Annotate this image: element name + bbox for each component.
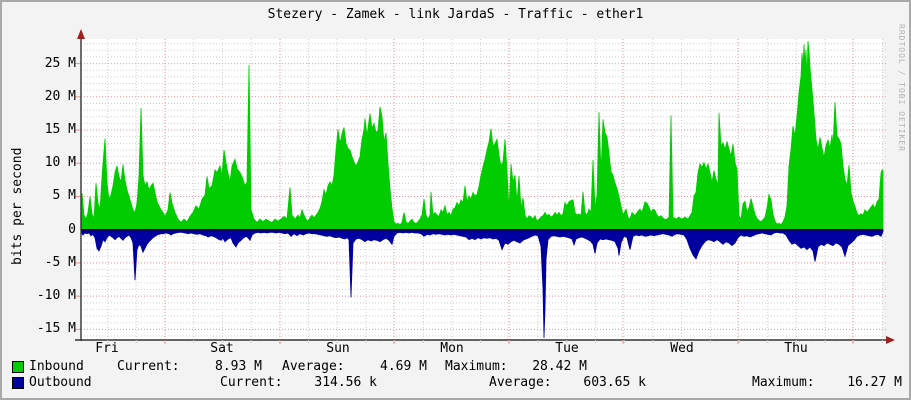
y-tick-label: -10 M bbox=[36, 288, 76, 304]
x-day-label-sun: Sun bbox=[326, 341, 350, 356]
y-tick-label: 15 M bbox=[44, 122, 76, 138]
y-tick-label: 20 M bbox=[44, 88, 76, 104]
inbound-swatch bbox=[12, 361, 24, 373]
outbound-maximum-value: 16.27 M bbox=[847, 375, 902, 390]
x-day-label-thu: Thu bbox=[784, 341, 808, 356]
x-day-label-tue: Tue bbox=[555, 341, 579, 356]
inbound-maximum-value: 28.42 M bbox=[532, 359, 587, 374]
y-axis-arrow bbox=[77, 29, 85, 39]
inbound-current-value: 8.93 M bbox=[215, 359, 262, 374]
x-day-label-mon: Mon bbox=[440, 341, 464, 356]
rrdtool-watermark: RRDTOOL / TOBI OETIKER bbox=[897, 24, 906, 152]
x-day-label-wed: Wed bbox=[670, 341, 694, 356]
outbound-current-label: Current: bbox=[220, 375, 283, 390]
outbound-label: Outbound bbox=[29, 375, 92, 390]
outbound-average-label: Average: bbox=[489, 375, 552, 390]
legend-row-outbound: Outbound Current: 314.56 k Average: 603.… bbox=[2, 375, 909, 390]
y-tick-label: 0 bbox=[68, 221, 76, 237]
series-area-inbound bbox=[80, 40, 884, 231]
y-tick-label: -5 M bbox=[44, 254, 76, 270]
x-day-label-fri: Fri bbox=[95, 341, 119, 356]
x-day-label-sat: Sat bbox=[210, 341, 234, 356]
outbound-maximum-label: Maximum: bbox=[752, 375, 815, 390]
inbound-label: Inbound bbox=[29, 359, 84, 374]
legend-row-inbound: Inbound Current: 8.93 M Average: 4.69 M … bbox=[2, 359, 909, 374]
inbound-current-label: Current: bbox=[117, 359, 180, 374]
inbound-average-label: Average: bbox=[282, 359, 345, 374]
graph-title: Stezery - Zamek - link JardaS - Traffic … bbox=[267, 7, 644, 22]
inbound-maximum-label: Maximum: bbox=[445, 359, 508, 374]
y-tick-label: -15 M bbox=[36, 321, 76, 337]
outbound-swatch bbox=[12, 377, 24, 389]
traffic-chart bbox=[75, 29, 895, 345]
outbound-current-value: 314.56 k bbox=[314, 375, 377, 390]
y-tick-label: 10 M bbox=[44, 155, 76, 171]
y-tick-label: 25 M bbox=[44, 55, 76, 71]
x-axis-arrow bbox=[886, 336, 895, 344]
inbound-average-value: 4.69 M bbox=[380, 359, 427, 374]
series-area-outbound bbox=[80, 229, 884, 339]
outbound-average-value: 603.65 k bbox=[583, 375, 646, 390]
y-tick-label: 5 M bbox=[52, 188, 76, 204]
